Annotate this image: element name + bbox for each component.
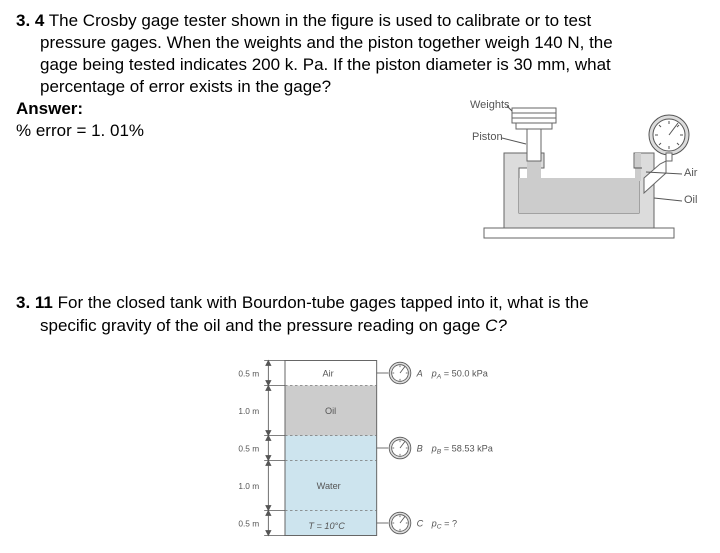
answer-value: % error = 1. 01% xyxy=(16,120,428,142)
weights-label: Weights xyxy=(470,99,510,111)
svg-text:1.0 m: 1.0 m xyxy=(238,480,259,490)
crosby-figure: Weights Piston Air Oil xyxy=(434,98,704,248)
svg-text:pA = 50.0 kPa: pA = 50.0 kPa xyxy=(431,368,489,380)
problem-line: For the closed tank with Bourdon-tube ga… xyxy=(58,293,589,312)
oil-label: Oil xyxy=(684,194,697,206)
tank-figure: 0.5 m 1.0 m 0.5 m 1.0 m 0.5 m Air Oil Wa… xyxy=(210,343,510,553)
svg-text:pC = ?: pC = ? xyxy=(431,518,457,530)
problem-number: 3. 11 xyxy=(16,293,53,312)
svg-text:0.5 m: 0.5 m xyxy=(238,368,259,378)
problem-line: percentage of error exists in the gage? xyxy=(40,77,331,96)
svg-text:0.5 m: 0.5 m xyxy=(238,443,259,453)
problem-text: 3. 11 For the closed tank with Bourdon-t… xyxy=(16,292,704,336)
problem-text: 3. 4 The Crosby gage tester shown in the… xyxy=(16,10,704,98)
problem-line: The Crosby gage tester shown in the figu… xyxy=(49,11,591,30)
gauge-a xyxy=(377,362,411,384)
air-label: Air xyxy=(684,167,698,179)
gauge-b xyxy=(377,437,411,459)
problem-line: pressure gages. When the weights and the… xyxy=(40,33,613,52)
svg-text:A: A xyxy=(416,368,423,378)
problem-line: gage being tested indicates 200 k. Pa. I… xyxy=(40,55,611,74)
svg-text:Water: Water xyxy=(317,480,341,490)
piston-label: Piston xyxy=(472,131,503,143)
problem-line: specific gravity of the oil and the pres… xyxy=(40,316,485,335)
answer-label: Answer: xyxy=(16,99,83,118)
problem-number: 3. 4 xyxy=(16,11,44,30)
svg-text:T = 10°C: T = 10°C xyxy=(308,520,345,530)
svg-text:0.5 m: 0.5 m xyxy=(238,518,259,528)
problem-line-tail: C? xyxy=(485,316,507,335)
problem-3-4: 3. 4 The Crosby gage tester shown in the… xyxy=(16,10,704,254)
svg-text:1.0 m: 1.0 m xyxy=(238,405,259,415)
svg-text:C: C xyxy=(417,518,424,528)
gauge-c xyxy=(377,512,411,534)
svg-text:pB = 58.53 kPa: pB = 58.53 kPa xyxy=(431,443,494,455)
problem-3-11: 3. 11 For the closed tank with Bourdon-t… xyxy=(16,292,704,552)
svg-text:Oil: Oil xyxy=(325,405,336,415)
svg-text:Air: Air xyxy=(323,368,334,378)
svg-text:B: B xyxy=(417,443,423,453)
